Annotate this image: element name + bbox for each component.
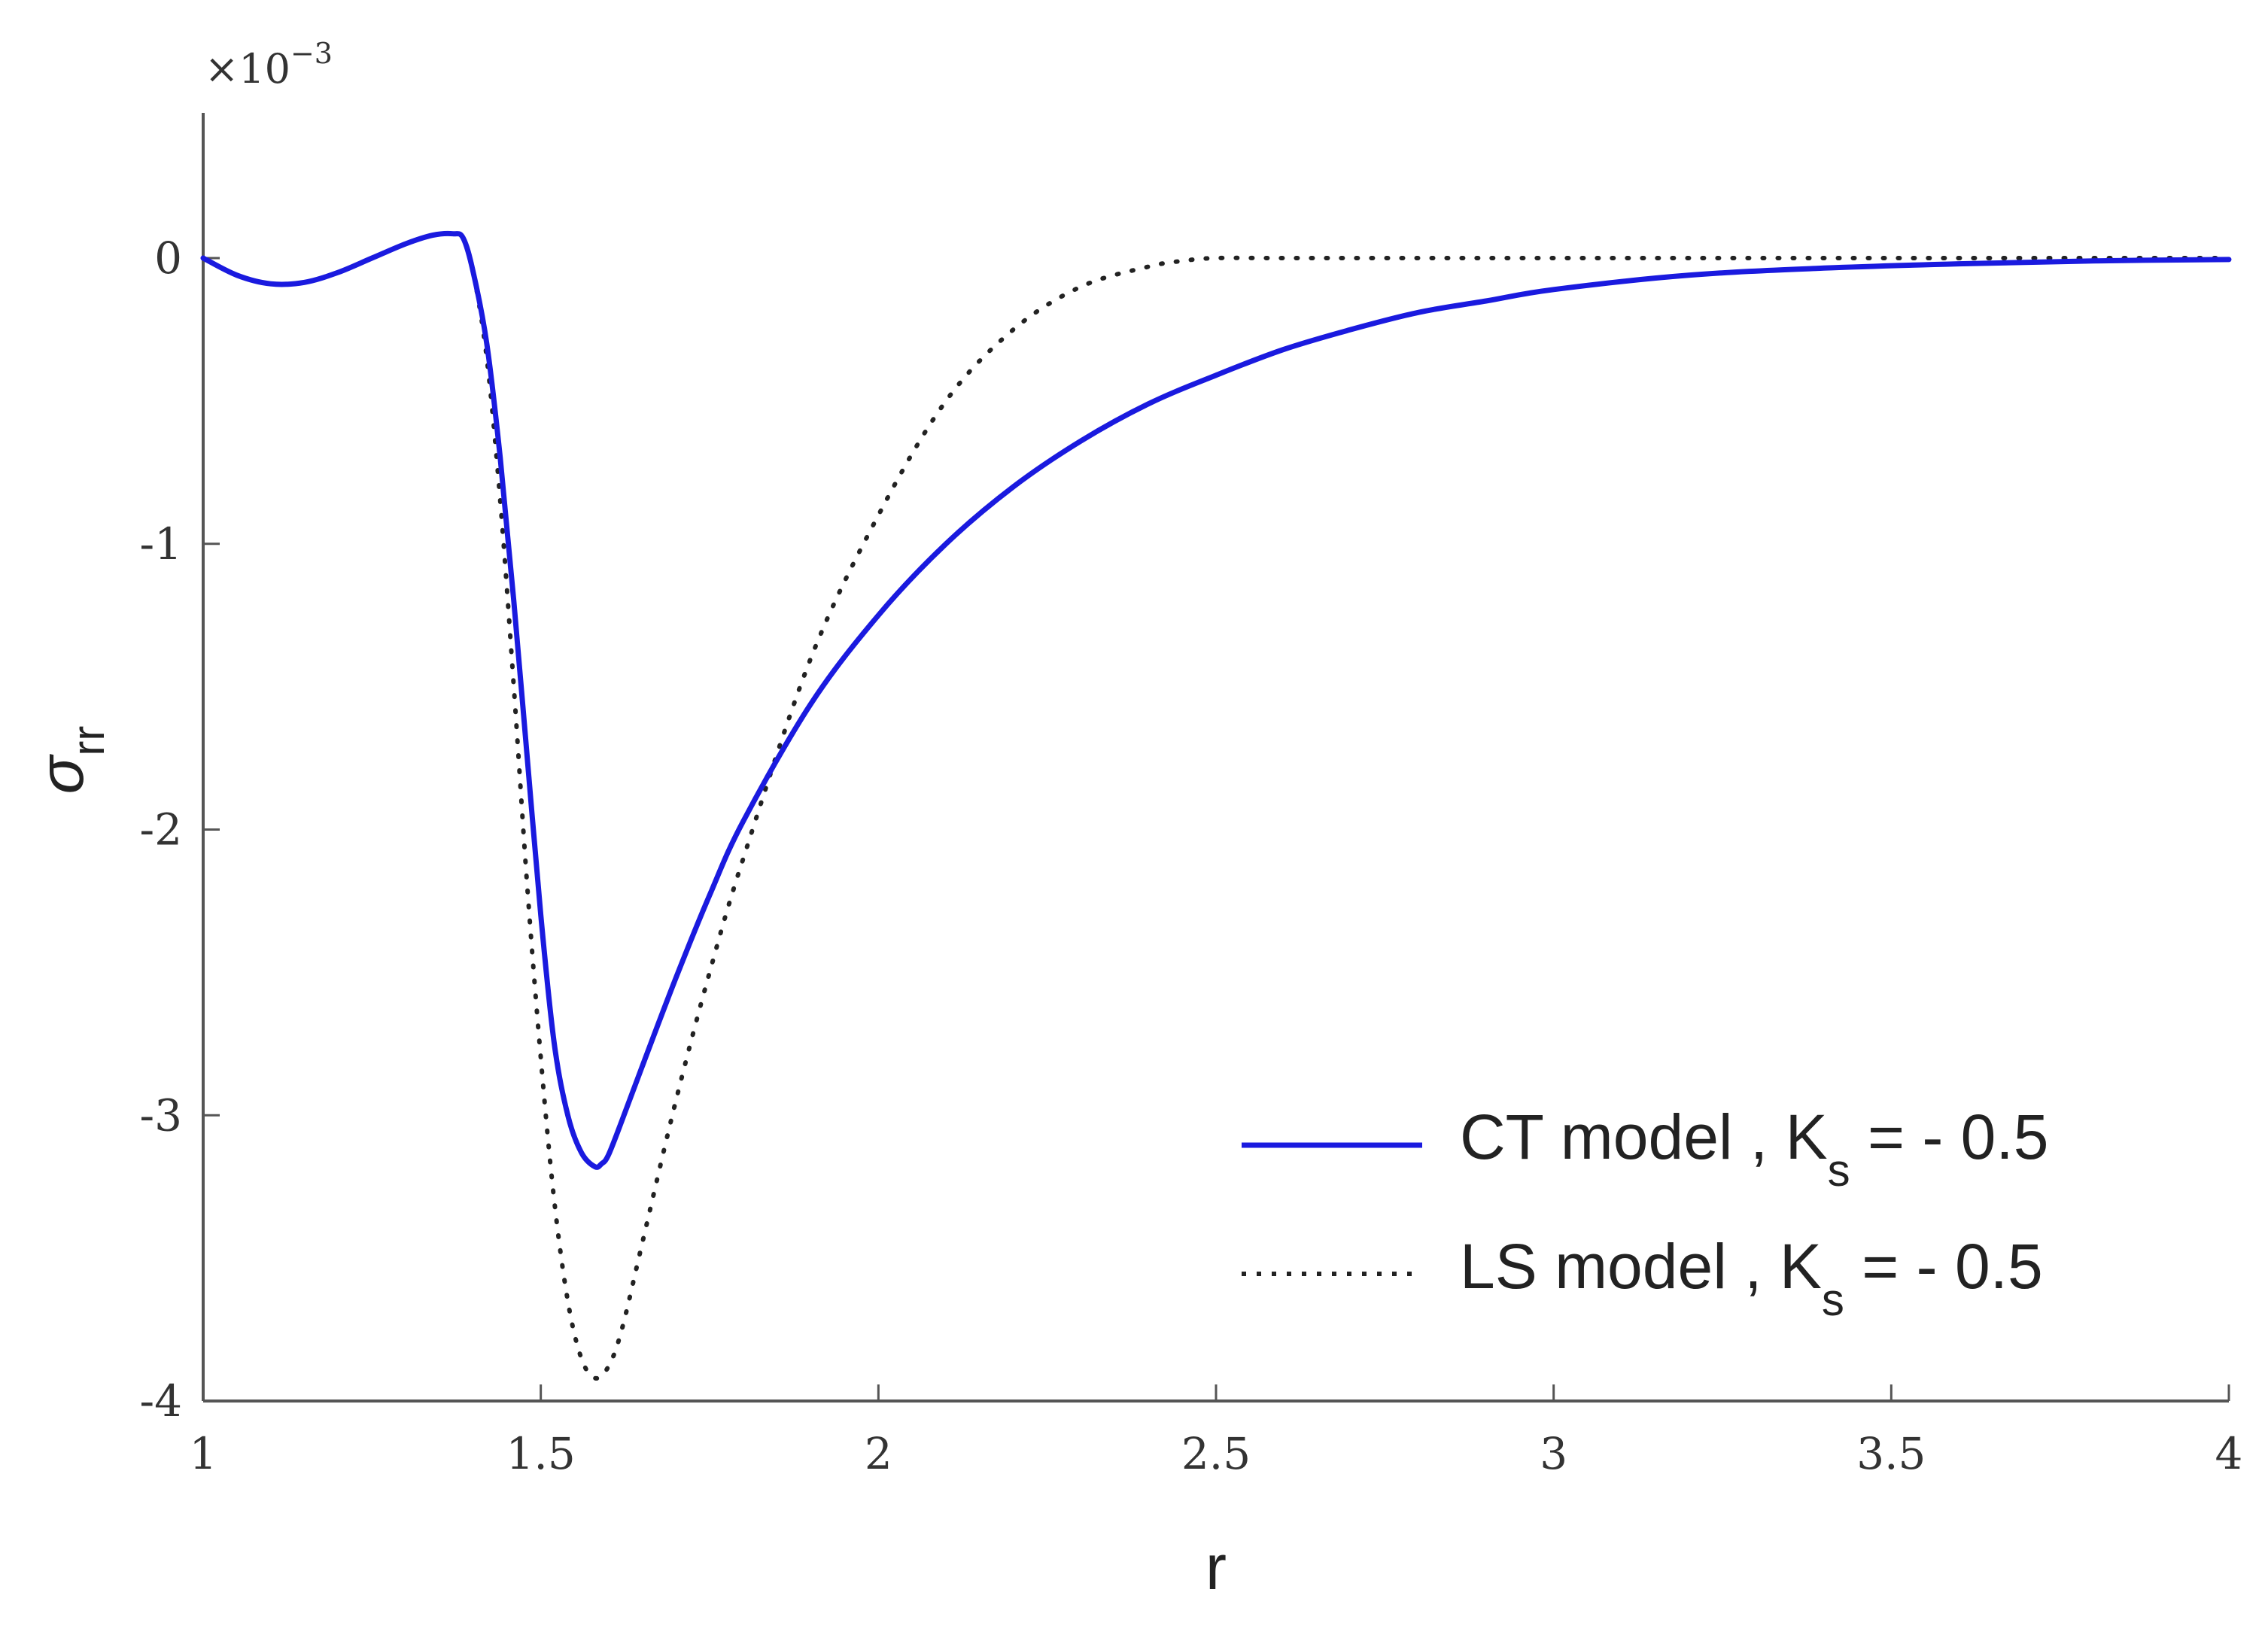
legend-label-ls: LS model , Ks = - 0.5 [1460, 1231, 2043, 1325]
x-tick-label: 1.5 [506, 1428, 576, 1479]
y-multiplier-exponent: −3 [290, 37, 333, 70]
y-tick-label: -2 [140, 804, 183, 855]
x-tick-label: 4 [2215, 1428, 2243, 1479]
y-multiplier: ×10−3 [205, 37, 333, 93]
series-layer [200, 230, 2232, 1381]
y-tick-label: 0 [154, 232, 182, 284]
x-axis-title: r [1205, 1532, 1227, 1603]
legend: CT model , Ks = - 0.5 LS model , Ks = - … [1242, 1102, 2048, 1325]
x-tick-label: 3 [1540, 1428, 1567, 1479]
y-tick-label: -3 [140, 1089, 183, 1141]
y-axis-title: σrr [26, 726, 114, 795]
plot-area [202, 113, 2229, 1403]
x-ticks: 1 1.5 2 2.5 3 3.5 4 [190, 1384, 2243, 1479]
y-ticks: 0 -1 -2 -3 -4 [140, 232, 220, 1427]
y-axis-title-symbol: σ [26, 753, 96, 794]
x-tick-label: 3.5 [1856, 1428, 1926, 1479]
x-tick-label: 2 [865, 1428, 892, 1479]
x-tick-label: 1 [190, 1428, 217, 1479]
x-tick-label: 2.5 [1181, 1428, 1251, 1479]
y-axis-title-subscript: rr [63, 726, 114, 756]
y-tick-label: -4 [140, 1375, 183, 1427]
y-tick-label: -1 [140, 518, 183, 570]
svg-text:σrr: σrr [26, 726, 114, 795]
legend-label-ct: CT model , Ks = - 0.5 [1460, 1102, 2048, 1196]
y-multiplier-base: ×10 [205, 45, 290, 93]
series-line-ct-model [200, 230, 2232, 1170]
series-line-ls-model [201, 231, 2231, 1381]
